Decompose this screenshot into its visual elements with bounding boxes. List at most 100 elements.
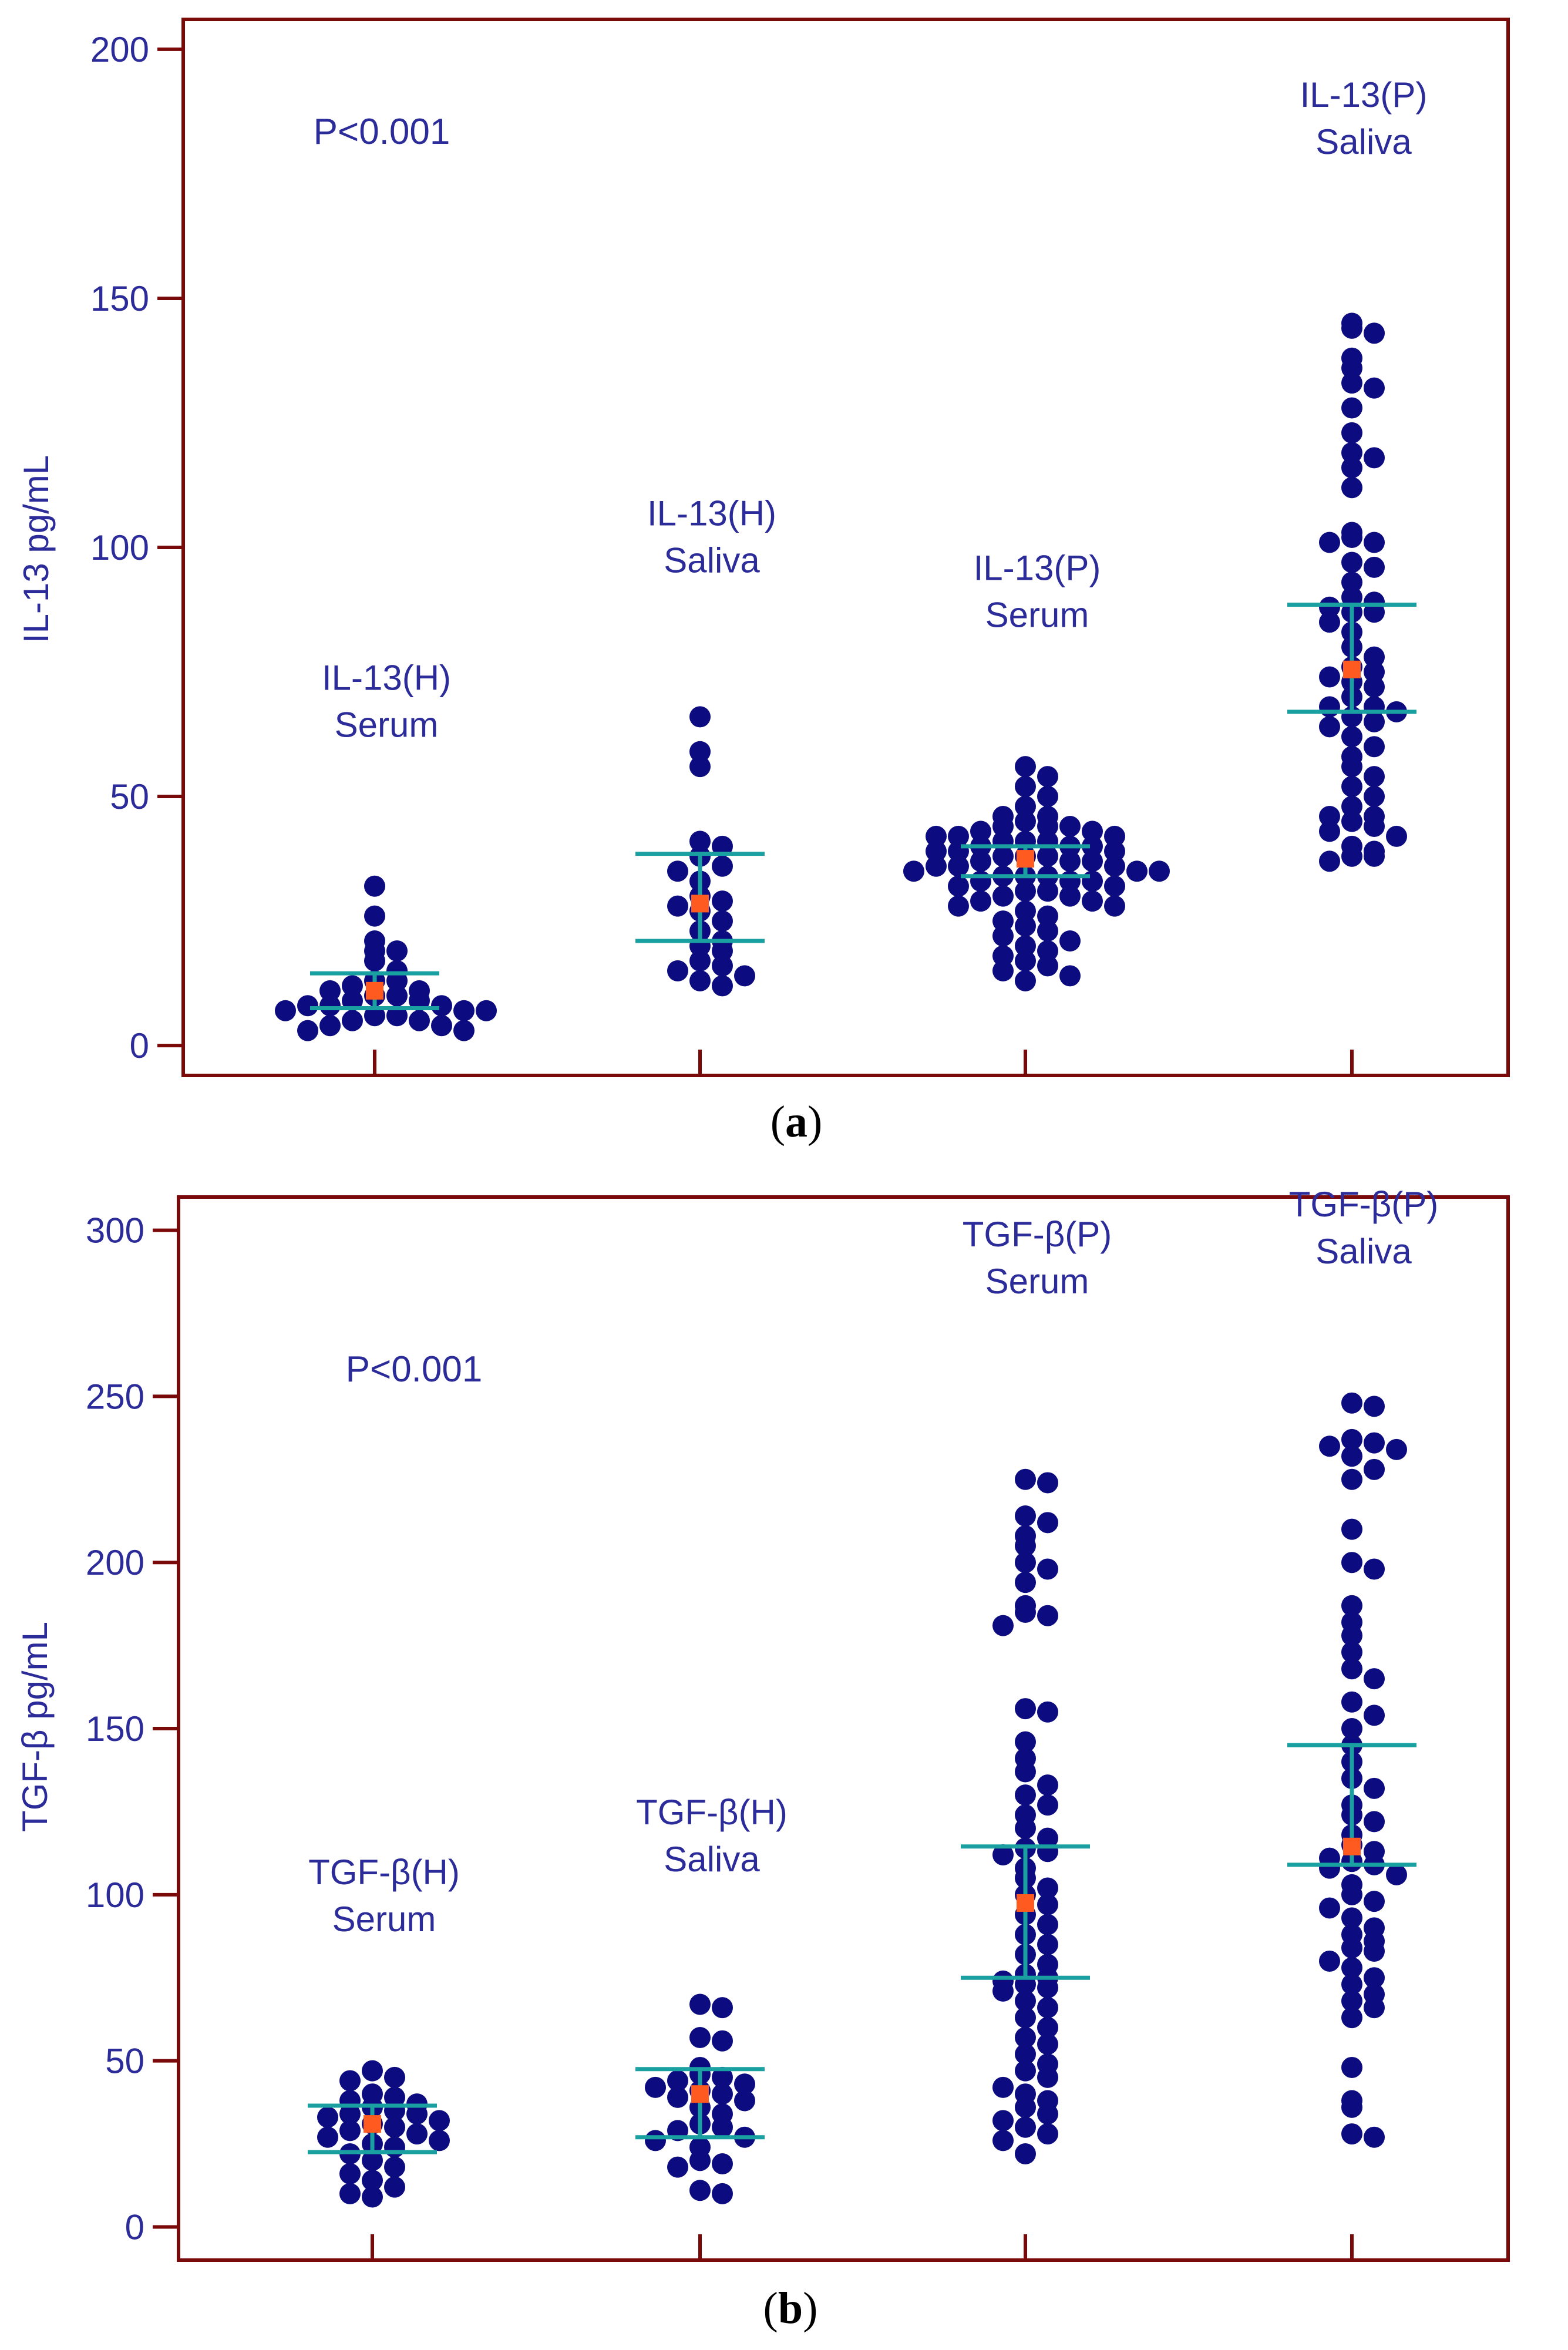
panel-a-group-4-point	[1341, 811, 1362, 832]
panel-a-group-2-point	[734, 965, 755, 987]
panel-b-group-3-point	[992, 1980, 1014, 2002]
panel-a-group-1-point	[409, 990, 430, 1011]
panel-a-group-3-point	[1037, 766, 1058, 788]
panel-b-group-2-point	[734, 2090, 755, 2112]
panel-a-group-3-point	[1015, 950, 1036, 971]
panel-b-group-1-point	[384, 2116, 405, 2138]
panel-a-group-2-point	[712, 855, 733, 877]
panel-a-group-4-point	[1341, 317, 1362, 339]
panel-b-group-3-point	[1037, 1472, 1058, 1494]
panel-b-group-3-point	[1015, 1761, 1036, 1783]
panel-a-group-3-point	[1015, 900, 1036, 922]
panel-a-group-4-point	[1364, 736, 1385, 758]
panel-b-y-tick-label: 100	[86, 1875, 144, 1915]
panel-a-group-2-point	[689, 950, 711, 971]
panel-b-group-4-point	[1386, 1438, 1407, 1460]
panel-a-group-4-point	[1341, 845, 1362, 867]
panel-b-group-3-mean-marker	[1017, 1894, 1034, 1912]
panel-b-group-1-point	[384, 2066, 405, 2088]
panel-a-group-3-point	[926, 841, 947, 862]
panel-b-group-2-mean-marker	[691, 2085, 709, 2103]
panel-b-group-4-point	[1319, 1950, 1340, 1972]
panel-b-y-tick-label: 200	[86, 1543, 144, 1582]
panel-a-group-3-point	[1059, 850, 1081, 872]
panel-b-group-3-point	[1015, 1505, 1036, 1527]
panel-b-group-2-point	[712, 2083, 733, 2105]
panel-b-caption-letter: b	[778, 2284, 803, 2333]
panel-a-group-4-point	[1341, 372, 1362, 394]
panel-b-caption: (b)	[763, 2284, 818, 2333]
panel-b-group-4-point	[1341, 2096, 1362, 2118]
panel-a-group-4-point	[1364, 661, 1385, 683]
panel-b-group-4-point	[1341, 1468, 1362, 1490]
panel-a-group-3-point	[1059, 815, 1081, 837]
panel-a-p-value: P<0.001	[314, 112, 450, 152]
panel-b-group-4-point	[1341, 1884, 1362, 1905]
panel-b-group-3-point	[1015, 1784, 1036, 1806]
panel-b-group-4-point	[1364, 1891, 1385, 1912]
panel-a-group-3-point	[970, 850, 991, 872]
panel-a-group-3-point	[1037, 940, 1058, 961]
panel-a-group-3-point	[970, 821, 991, 842]
panel-b-group-1-point	[406, 2103, 428, 2125]
panel-a-group-3-point	[1104, 841, 1125, 862]
panel-b-group-4-point	[1364, 1558, 1385, 1580]
panel-a-group-4-point	[1364, 532, 1385, 553]
panel-a-group-4-point	[1341, 397, 1362, 419]
panel-b-group-3-point	[1015, 1990, 1036, 2012]
panel-b-group-3-point	[1015, 1602, 1036, 1623]
panel-a-group-3-point	[1037, 815, 1058, 837]
panel-a-group-1-point	[364, 905, 385, 927]
panel-b-group-4-point	[1364, 2126, 1385, 2148]
panel-a-group-1-point	[431, 1015, 452, 1037]
panel-a-group-1-point	[386, 985, 408, 1007]
panel-a-group-4-point	[1341, 586, 1362, 608]
panel-a-y-tick-label: 50	[110, 777, 149, 816]
panel-a-group-4-point	[1364, 556, 1385, 578]
panel-a-group-3-point	[1149, 860, 1170, 882]
panel-a-group-4-point	[1341, 422, 1362, 443]
panel-b-group-4-point	[1364, 1432, 1385, 1454]
panel-a-group-2-point	[712, 940, 733, 961]
panel-b-group-4-point	[1364, 1668, 1385, 1690]
panel-a-group-3-point	[1015, 756, 1036, 778]
panel-b-group-1-point	[429, 2130, 450, 2151]
panel-a-y-tick-label: 150	[90, 279, 149, 318]
panel-b-group-4-point	[1341, 1428, 1362, 1450]
panel-b-group-3-point	[992, 1615, 1014, 1636]
panel-a-group-3-point	[948, 855, 969, 877]
panel-b-group-3-point	[1015, 2096, 1036, 2118]
panel-b-group-3-point	[1015, 2027, 1036, 2049]
panel-b-group-label-line2: Serum	[332, 1900, 436, 1939]
panel-a-group-4-mean-marker	[1343, 660, 1361, 678]
panel-b-group-1-point	[384, 2176, 405, 2198]
panel-a-group-3-point	[1082, 821, 1103, 842]
panel-a-group-1-point	[342, 990, 363, 1011]
panel-a-group-1-point	[364, 875, 385, 897]
panel-b-group-2-point	[712, 2183, 733, 2204]
panel-a-group-4-point	[1386, 825, 1407, 847]
panel-b-group-3-point	[1015, 1535, 1036, 1556]
panel-b-group-3-point	[1037, 1774, 1058, 1796]
panel-a-group-4-point	[1319, 596, 1340, 618]
panel-a-group-2-point	[712, 975, 733, 997]
panel-a-group-3-point	[992, 815, 1014, 837]
panel-b-group-2-point	[712, 2116, 733, 2138]
panel-a-group-4-point	[1341, 726, 1362, 748]
panel-b-y-tick-label: 250	[86, 1377, 144, 1416]
panel-b-group-4-point	[1341, 2123, 1362, 2145]
panel-a-group-label-line1: IL-13(P)	[974, 549, 1101, 588]
panel-a-group-3-point	[1015, 915, 1036, 937]
panel-a-group-4-point	[1319, 666, 1340, 688]
panel-b-x-ticks	[371, 2234, 1354, 2260]
panel-a-group-label-line2: Saliva	[1315, 122, 1412, 162]
panel-b-group-4-point	[1341, 1445, 1362, 1467]
panel-a-group-labels: IL-13(H) Serum IL-13(H) Saliva IL-13(P) Serum…	[322, 75, 1427, 744]
panel-a-group-3-point	[1104, 825, 1125, 847]
panel-b-group-4-point	[1364, 1458, 1385, 1480]
panel-a-group-1-mean-marker	[366, 981, 383, 1000]
panel-a-group-2-point	[689, 741, 711, 762]
panel-b-group-3-point	[1037, 1512, 1058, 1534]
panel-a-group-3-point	[1082, 890, 1103, 912]
